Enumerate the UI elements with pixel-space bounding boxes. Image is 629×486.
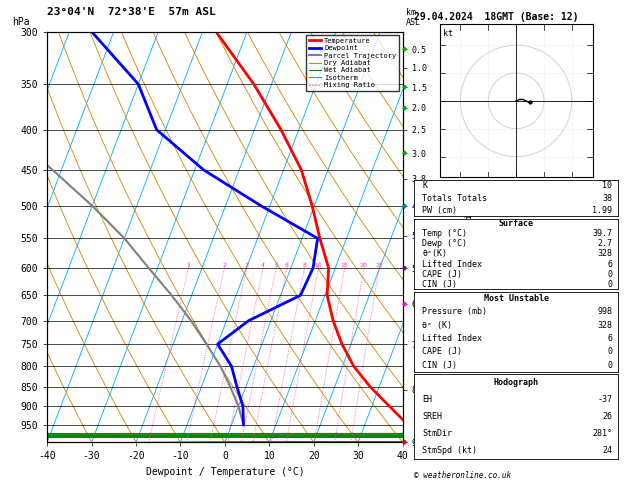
Text: 26: 26 (602, 412, 612, 421)
Text: ◆: ◆ (403, 84, 408, 90)
Text: ◆: ◆ (403, 301, 408, 307)
Text: Lifted Index: Lifted Index (422, 260, 482, 268)
X-axis label: Dewpoint / Temperature (°C): Dewpoint / Temperature (°C) (145, 467, 304, 477)
Text: θᵉ(K): θᵉ(K) (422, 249, 447, 259)
Text: K: K (422, 181, 427, 191)
Text: 15: 15 (341, 263, 348, 268)
Text: PW (cm): PW (cm) (422, 206, 457, 215)
Text: 3: 3 (245, 263, 248, 268)
Text: ◆: ◆ (403, 46, 408, 52)
Text: 29.04.2024  18GMT (Base: 12): 29.04.2024 18GMT (Base: 12) (414, 12, 579, 22)
Text: 328: 328 (597, 249, 612, 259)
Text: 2.7: 2.7 (597, 240, 612, 248)
Text: CAPE (J): CAPE (J) (422, 347, 462, 356)
Text: ◆: ◆ (403, 265, 408, 271)
Text: 998: 998 (597, 307, 612, 316)
Text: 328: 328 (597, 320, 612, 330)
Text: ◆: ◆ (403, 104, 408, 111)
Text: 24: 24 (602, 446, 612, 455)
Text: 2: 2 (223, 263, 226, 268)
Text: Totals Totals: Totals Totals (422, 193, 487, 203)
Text: 5: 5 (274, 263, 278, 268)
Text: 8: 8 (303, 263, 306, 268)
Text: Lifted Index: Lifted Index (422, 334, 482, 343)
Text: CIN (J): CIN (J) (422, 279, 457, 289)
Text: 10: 10 (602, 181, 612, 191)
Text: kt: kt (443, 29, 453, 38)
Text: 281°: 281° (592, 429, 612, 438)
Legend: Temperature, Dewpoint, Parcel Trajectory, Dry Adiabat, Wet Adiabat, Isotherm, Mi: Temperature, Dewpoint, Parcel Trajectory… (306, 35, 399, 91)
Text: 20: 20 (360, 263, 368, 268)
Text: 1: 1 (186, 263, 191, 268)
Text: 10: 10 (314, 263, 322, 268)
Text: -37: -37 (597, 395, 612, 404)
Text: CAPE (J): CAPE (J) (422, 270, 462, 278)
Text: 0: 0 (607, 347, 612, 356)
Text: 0: 0 (607, 361, 612, 370)
Text: 39.7: 39.7 (592, 229, 612, 238)
Text: Most Unstable: Most Unstable (484, 294, 548, 303)
Text: Hodograph: Hodograph (494, 378, 538, 387)
Text: 38: 38 (602, 193, 612, 203)
Text: 1.99: 1.99 (592, 206, 612, 215)
Text: EH: EH (422, 395, 432, 404)
Text: ◆: ◆ (403, 203, 408, 209)
Y-axis label: Mixing Ratio
(g/kg): Mixing Ratio (g/kg) (465, 209, 485, 265)
Text: Pressure (mb): Pressure (mb) (422, 307, 487, 316)
Text: 6: 6 (285, 263, 289, 268)
Text: 25: 25 (375, 263, 383, 268)
Text: 6: 6 (607, 260, 612, 268)
Text: StmDir: StmDir (422, 429, 452, 438)
Text: © weatheronline.co.uk: © weatheronline.co.uk (414, 471, 511, 480)
Text: 23°04'N  72°38'E  57m ASL: 23°04'N 72°38'E 57m ASL (47, 7, 216, 17)
Text: ◆: ◆ (403, 439, 408, 445)
Text: StmSpd (kt): StmSpd (kt) (422, 446, 477, 455)
Text: CIN (J): CIN (J) (422, 361, 457, 370)
Text: hPa: hPa (12, 17, 30, 28)
Text: 6: 6 (607, 334, 612, 343)
Text: 0: 0 (607, 279, 612, 289)
Text: Dewp (°C): Dewp (°C) (422, 240, 467, 248)
Text: SREH: SREH (422, 412, 442, 421)
Text: Temp (°C): Temp (°C) (422, 229, 467, 238)
Text: θᵉ (K): θᵉ (K) (422, 320, 452, 330)
Text: 0: 0 (607, 270, 612, 278)
Text: 4: 4 (261, 263, 265, 268)
Text: Surface: Surface (499, 219, 533, 228)
Text: km
ASL: km ASL (406, 8, 421, 28)
Text: ◆: ◆ (403, 150, 408, 156)
